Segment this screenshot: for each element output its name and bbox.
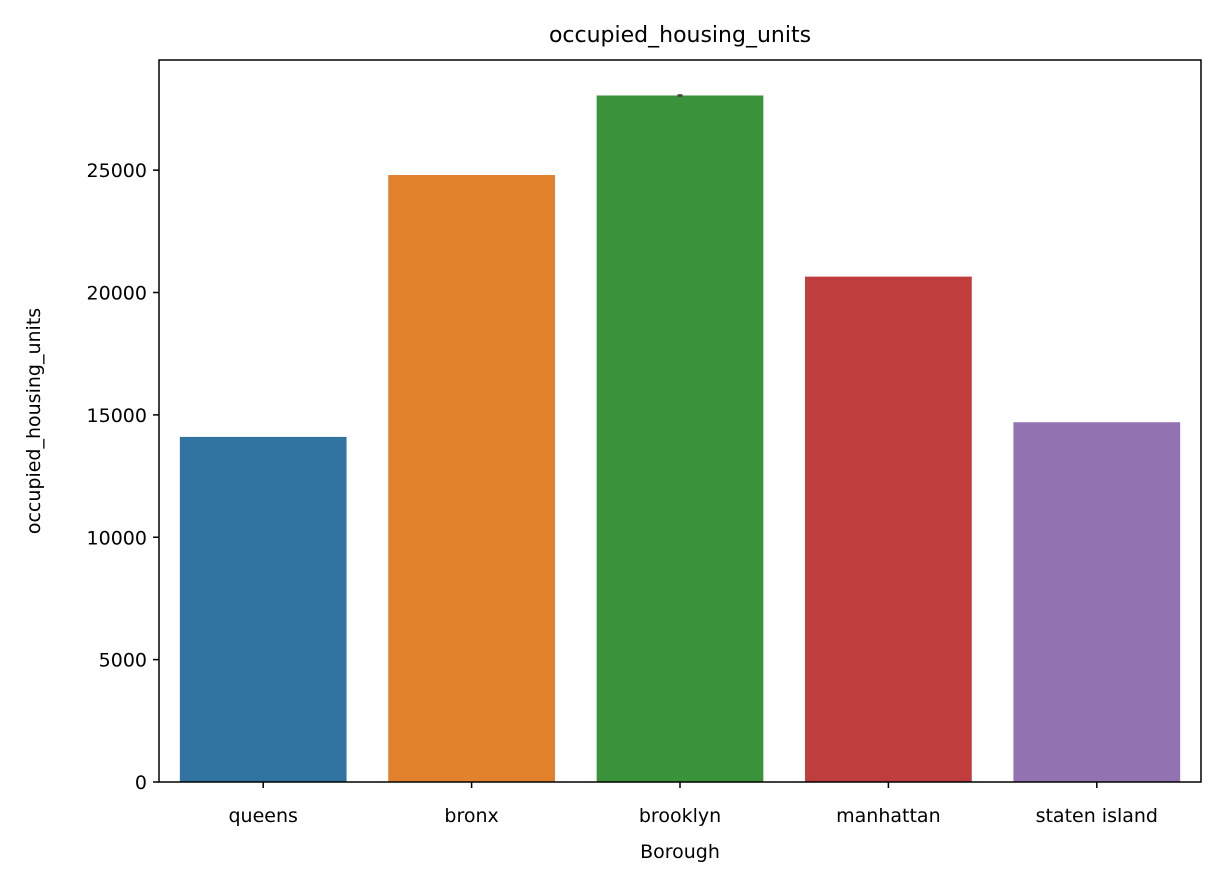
bar-brooklyn <box>596 95 764 782</box>
bar-queens <box>179 436 347 782</box>
x-tick-label: queens <box>228 805 297 827</box>
y-tick-label: 15000 <box>87 405 147 427</box>
y-tick-label: 10000 <box>87 527 147 549</box>
y-tick-label: 5000 <box>99 650 147 672</box>
y-tick-label: 20000 <box>87 283 147 305</box>
y-axis: 0 5000 10000 15000 20000 25000 <box>87 160 159 794</box>
x-tick-label: staten island <box>1036 805 1158 827</box>
y-tick-label: 25000 <box>87 160 147 182</box>
plot-frame <box>158 59 1202 783</box>
x-tick-label: bronx <box>444 805 498 827</box>
x-axis: queens bronx brooklyn manhattan staten islan… <box>228 782 1158 827</box>
bars-group <box>179 95 1181 782</box>
chart-title: occupied_housing_units <box>549 23 811 48</box>
x-axis-label: Borough <box>640 841 720 863</box>
y-axis-label: occupied_housing_units <box>23 308 45 534</box>
bar-staten-island <box>1013 422 1181 782</box>
x-tick-label: manhattan <box>836 805 940 827</box>
y-tick-label: 0 <box>135 772 147 794</box>
bar-manhattan <box>805 276 972 782</box>
bar-bronx <box>388 175 555 782</box>
x-tick-label: brooklyn <box>639 805 721 827</box>
